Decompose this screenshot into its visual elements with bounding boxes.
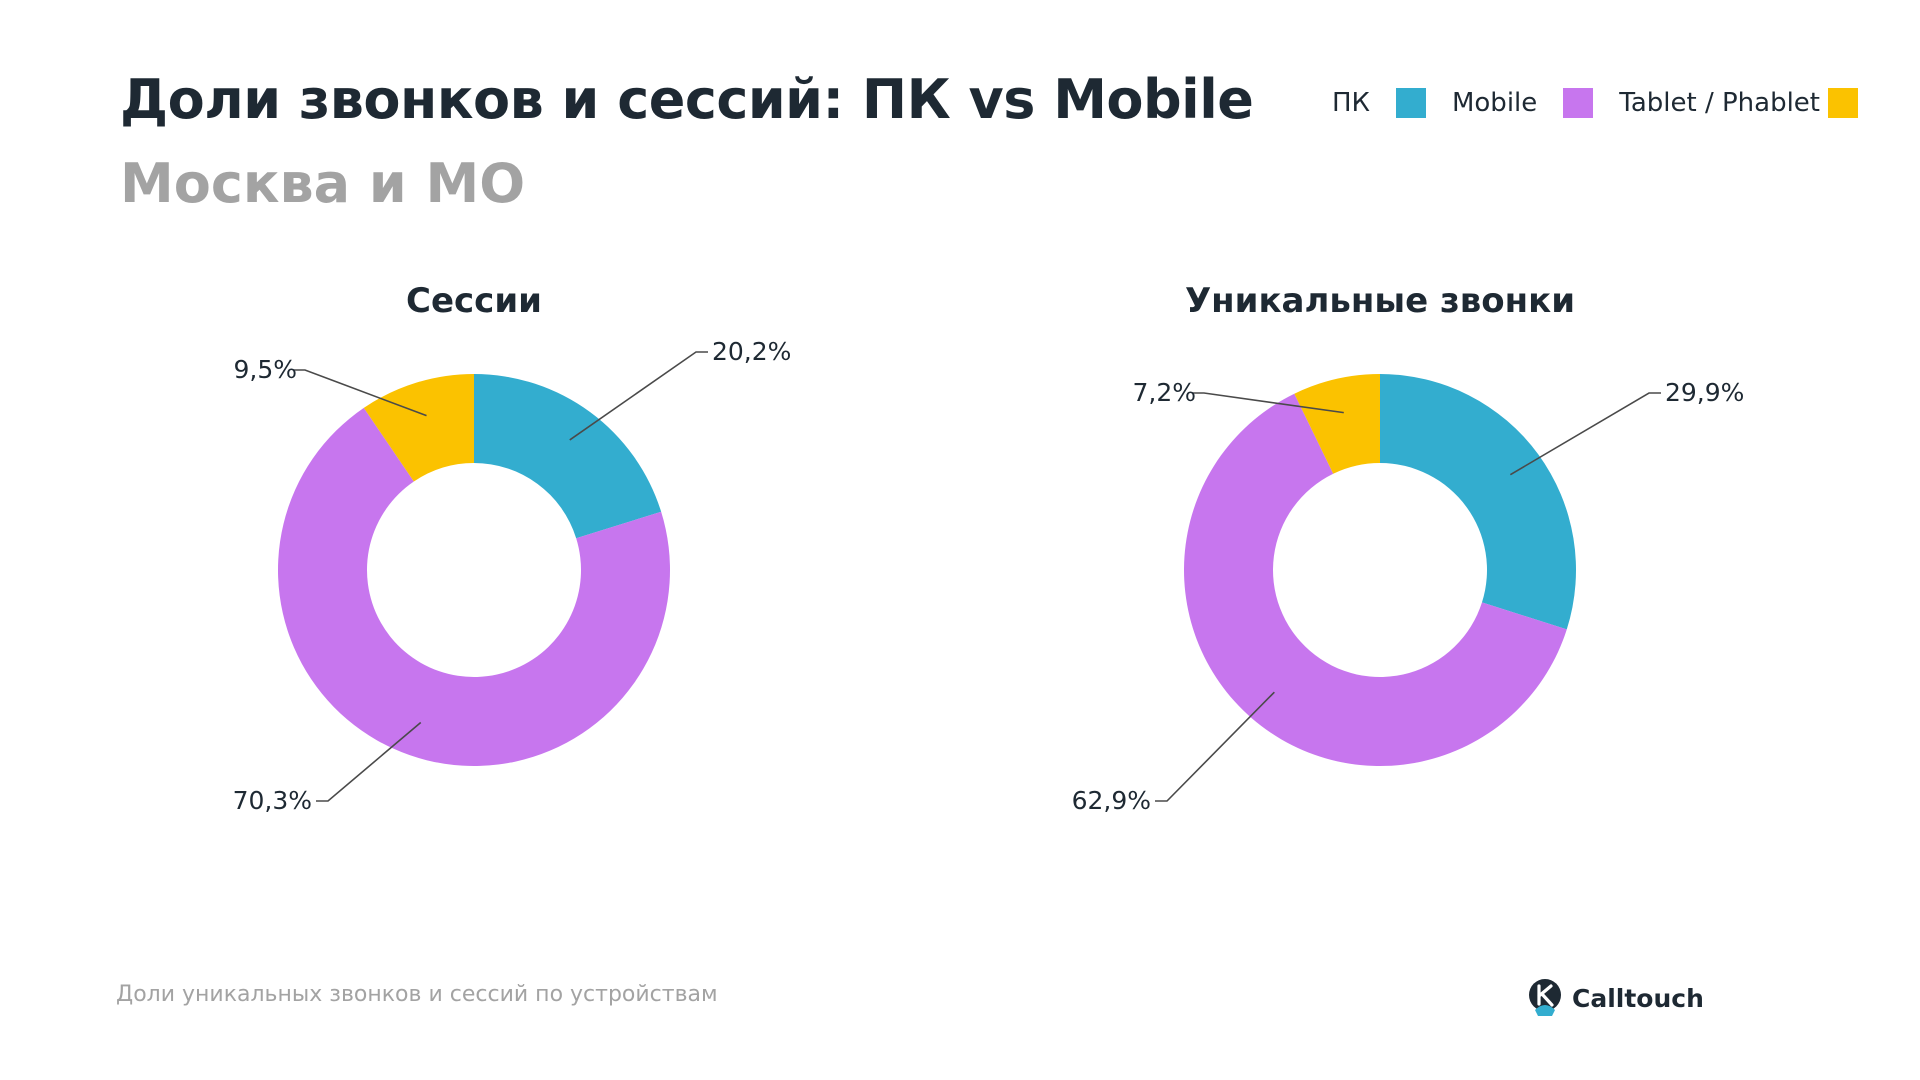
- brand-name: Calltouch: [1572, 983, 1704, 1013]
- page-subtitle: Москва и МО: [120, 152, 526, 215]
- leader-line-sessions-tablet: [293, 369, 427, 417]
- footer-note: Доли уникальных звонков и сессий по устр…: [116, 982, 718, 1007]
- legend-swatch-tablet: [1828, 88, 1858, 118]
- chart-title-unique-calls: Уникальные звонки: [1185, 281, 1575, 321]
- leader-line-sessions-pc: [569, 351, 708, 441]
- slice-unique-calls-pc: [1380, 374, 1576, 630]
- leader-line-unique-calls-tablet: [1192, 392, 1344, 414]
- legend-item-mobile: Mobile: [1452, 88, 1619, 118]
- legend-swatch-pc: [1395, 88, 1426, 118]
- data-label-unique-calls-pc: 29,9%: [1665, 378, 1744, 407]
- page-title: Доли звонков и сессий: ПК vs Mobile: [120, 68, 1254, 131]
- slice-unique-calls-mobile: [1183, 393, 1567, 767]
- legend-item-tablet: Tablet / Phablet: [1619, 88, 1858, 118]
- slice-sessions-tablet: [363, 374, 474, 482]
- legend-label: Tablet / Phablet: [1619, 88, 1820, 118]
- legend-label: ПК: [1331, 88, 1370, 118]
- legend-swatch-mobile: [1563, 88, 1594, 118]
- leader-line-sessions-mobile: [316, 721, 422, 802]
- data-label-unique-calls-tablet: 7,2%: [1132, 378, 1196, 407]
- brand-logo: Calltouch: [1528, 978, 1704, 1018]
- chart-title-sessions: Сессии: [406, 281, 542, 321]
- data-label-sessions-tablet: 9,5%: [233, 355, 297, 384]
- legend-label: Mobile: [1451, 88, 1538, 118]
- leader-line-unique-calls-pc: [1509, 392, 1661, 476]
- data-label-unique-calls-mobile: 62,9%: [1072, 786, 1151, 815]
- data-label-sessions-mobile: 70,3%: [233, 786, 312, 815]
- calltouch-logo-icon: [1529, 979, 1561, 1016]
- slice-unique-calls-tablet: [1294, 374, 1380, 474]
- legend-item-pc: ПК: [1332, 88, 1452, 118]
- data-label-sessions-pc: 20,2%: [712, 337, 791, 366]
- slice-sessions-pc: [474, 373, 662, 539]
- chart-legend: ПК Mobile Tablet / Phablet: [1332, 88, 1858, 118]
- slice-sessions-mobile: [278, 407, 671, 766]
- leader-line-unique-calls-mobile: [1155, 691, 1275, 802]
